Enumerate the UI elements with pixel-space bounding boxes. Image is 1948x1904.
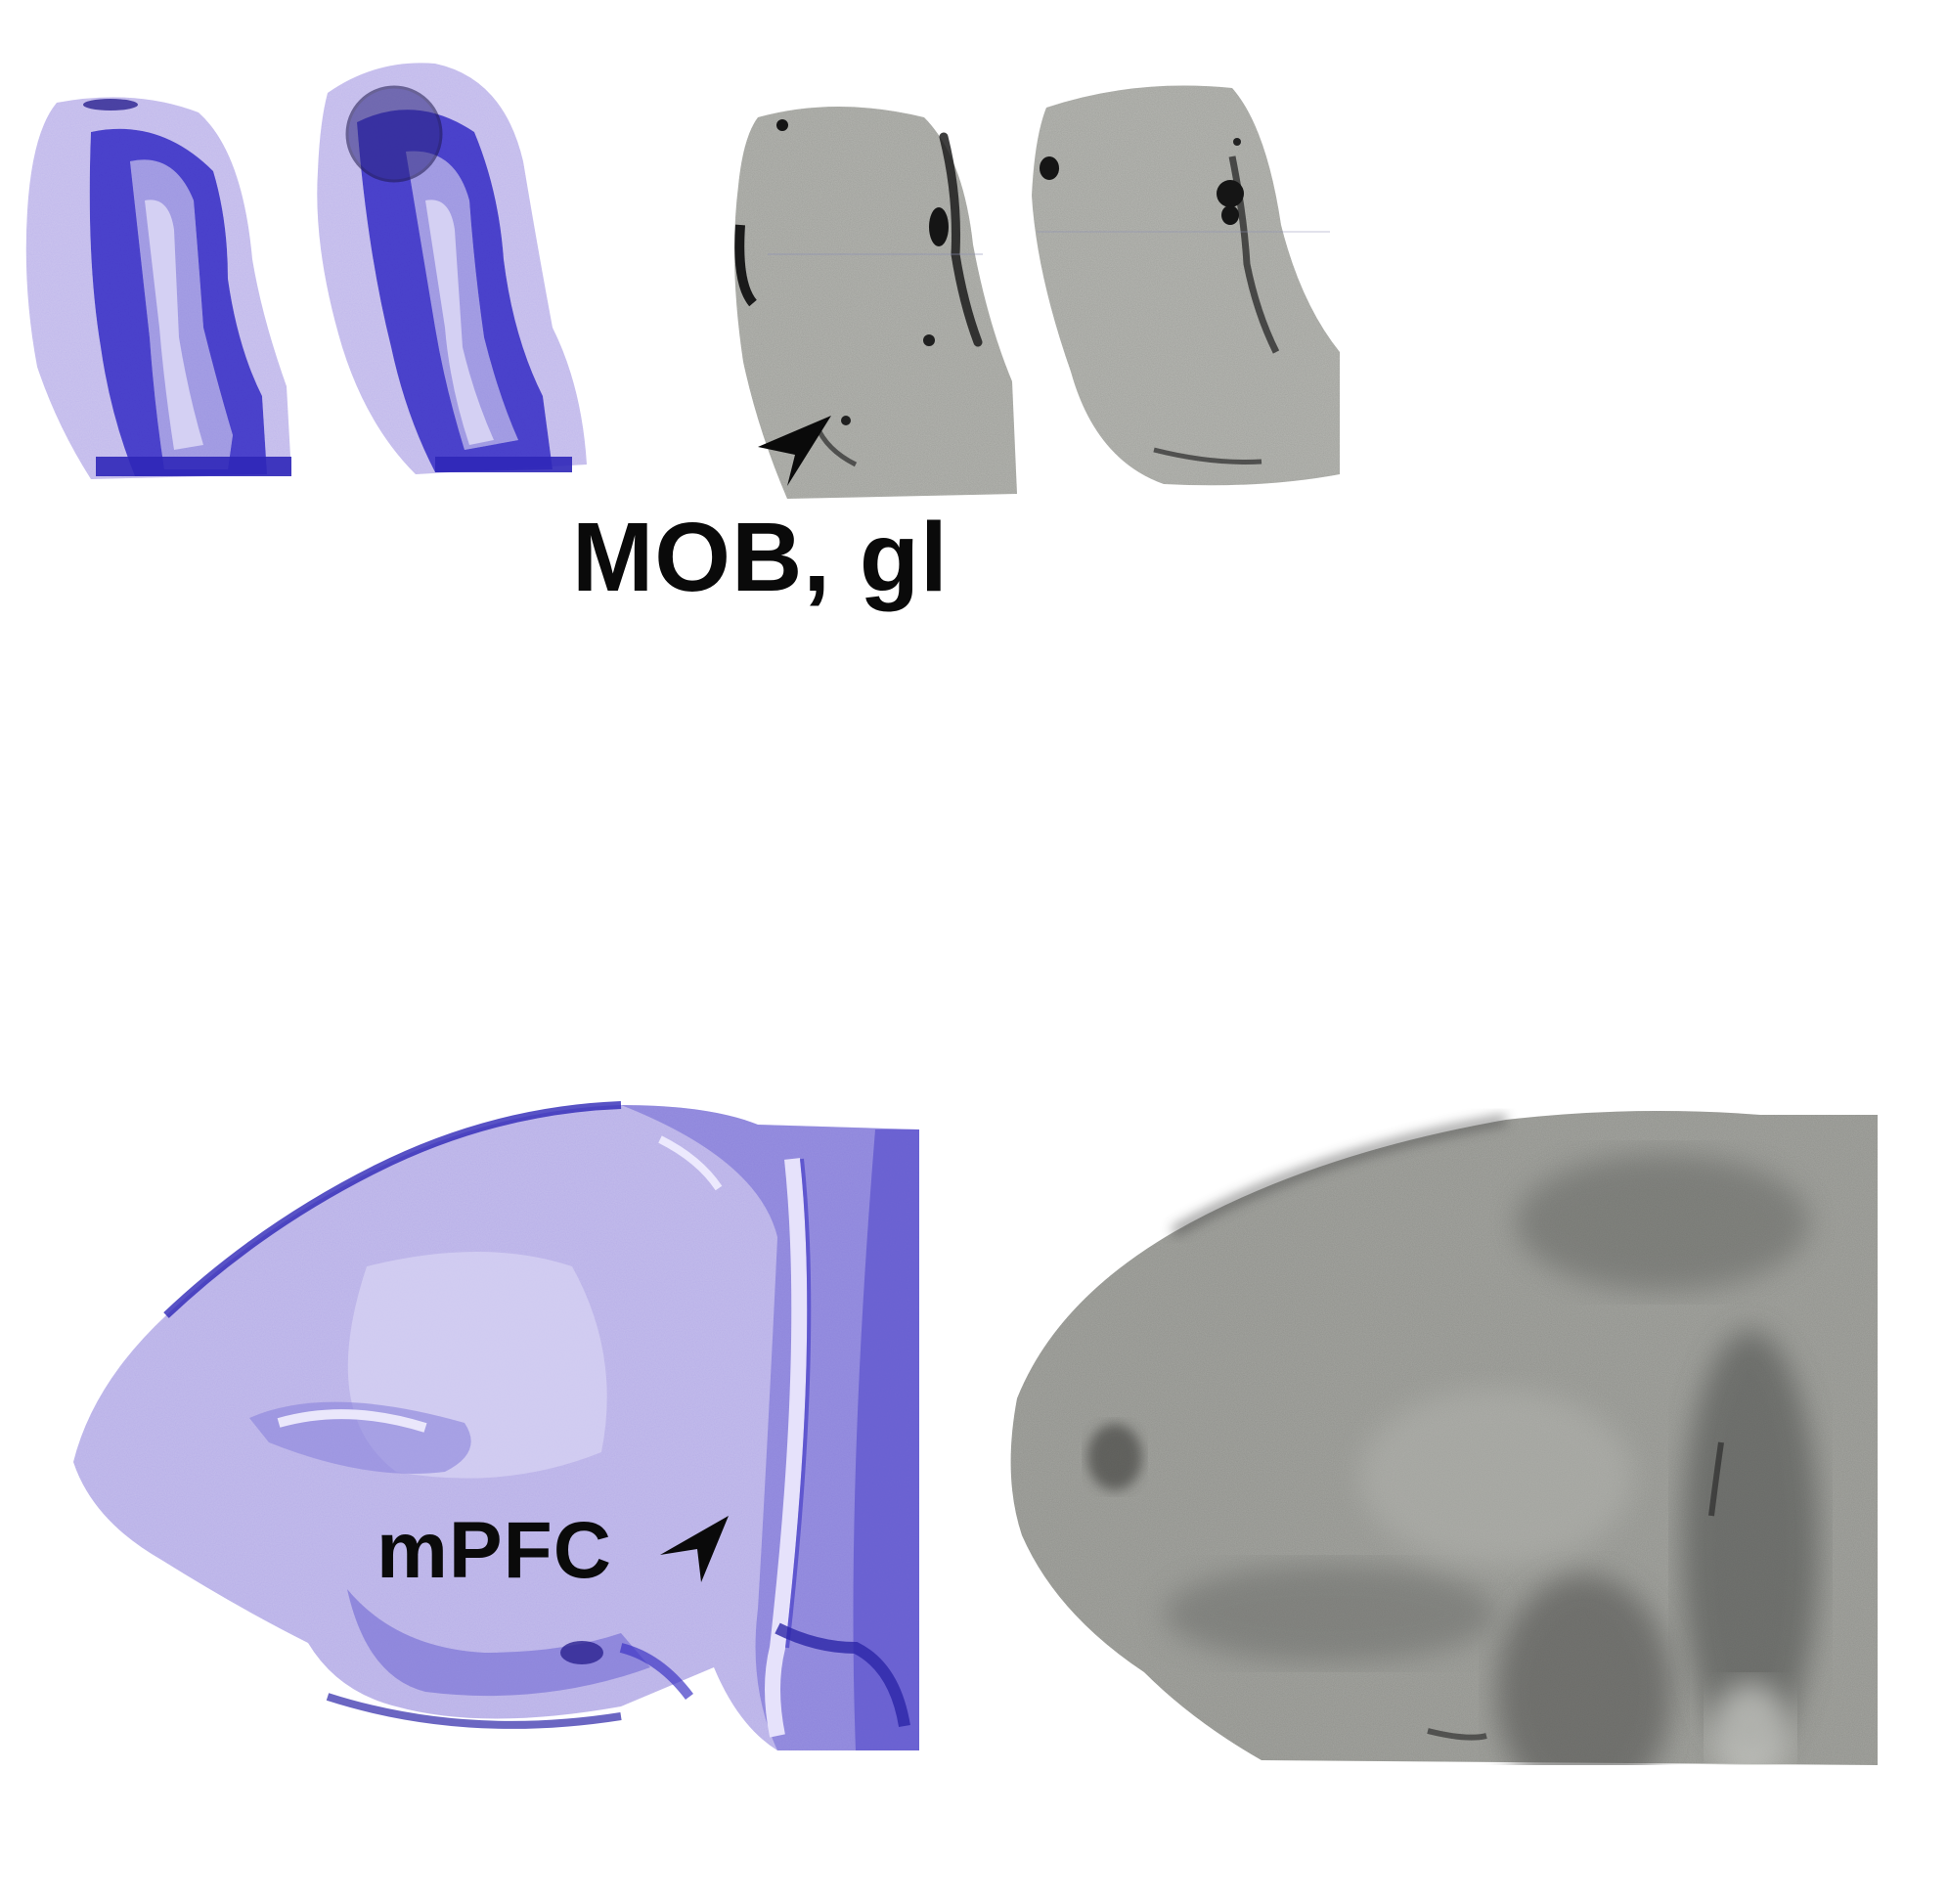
mob-gl-label: MOB, gl (572, 503, 949, 612)
olfactory-bulb-nissl-section-1 (18, 93, 296, 484)
mpfc-arrowhead-icon (660, 1516, 729, 1584)
sagittal-forebrain-autoradiograph (997, 1105, 1878, 1765)
olfactory-bulb-autoradiograph-2 (1017, 78, 1345, 494)
mpfc-label: mPFC (376, 1506, 612, 1595)
olfactory-bulb-autoradiograph-1 (729, 98, 1022, 504)
mob-arrowhead-icon (758, 416, 831, 489)
sagittal-forebrain-nissl-section (73, 1100, 919, 1765)
olfactory-bulb-nissl-section-2 (298, 54, 592, 484)
